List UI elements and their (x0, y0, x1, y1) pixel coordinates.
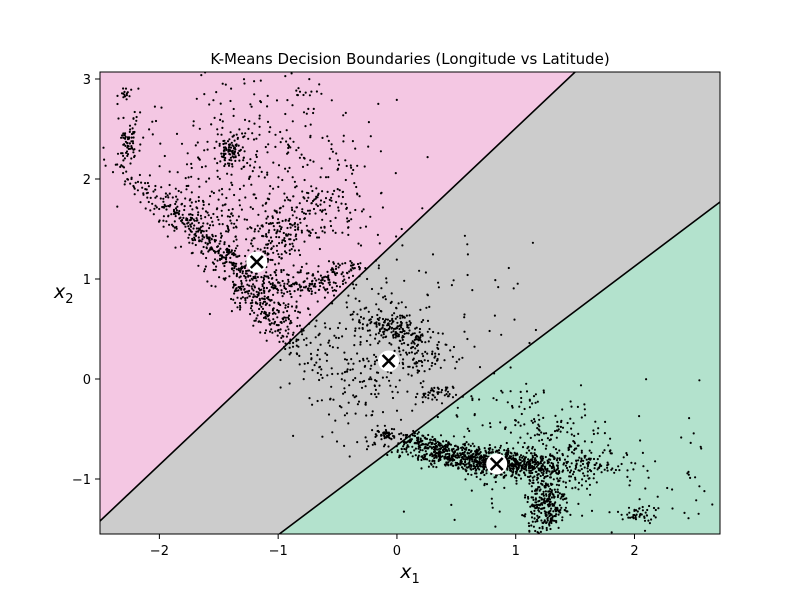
x-tick-label: −2 (150, 544, 169, 559)
x-axis-label-base: x (399, 561, 412, 583)
y-tick-label: 0 (83, 373, 91, 388)
scatter-points (102, 72, 714, 534)
x-tick-label: 1 (512, 544, 520, 559)
y-tick-label: 2 (83, 173, 91, 188)
x-axis-label-subscript: 1 (411, 572, 419, 587)
x-tick-label: 0 (393, 544, 401, 559)
y-tick-label: −1 (72, 473, 91, 488)
data-points (102, 72, 714, 534)
chart-title: K-Means Decision Boundaries (Longitude v… (210, 50, 609, 68)
plot-frame (99, 71, 721, 535)
centroid-marker-3 (486, 453, 508, 475)
x-axis-label: x1 (399, 561, 420, 587)
plot-area (100, 72, 720, 534)
y-tick-label: 3 (83, 73, 91, 88)
x-tick-label: 2 (630, 544, 638, 559)
y-axis-ticks: −1 0 1 2 3 (72, 73, 100, 488)
centroid-marker-1 (246, 251, 268, 273)
x-axis-ticks: −2 −1 0 1 2 (150, 534, 639, 559)
region-gray (100, 72, 720, 534)
centroid-marker-2 (378, 350, 400, 372)
centroids (246, 251, 508, 475)
boundary-line-lower (278, 201, 720, 534)
y-axis-label-subscript: 2 (65, 292, 73, 307)
y-axis-label: x2 (53, 281, 74, 307)
y-axis-label-base: x (53, 281, 66, 303)
decision-regions (100, 72, 720, 534)
boundary-line-upper (100, 72, 576, 522)
decision-boundaries (100, 72, 720, 534)
x-tick-label: −1 (269, 544, 288, 559)
y-tick-label: 1 (83, 273, 91, 288)
